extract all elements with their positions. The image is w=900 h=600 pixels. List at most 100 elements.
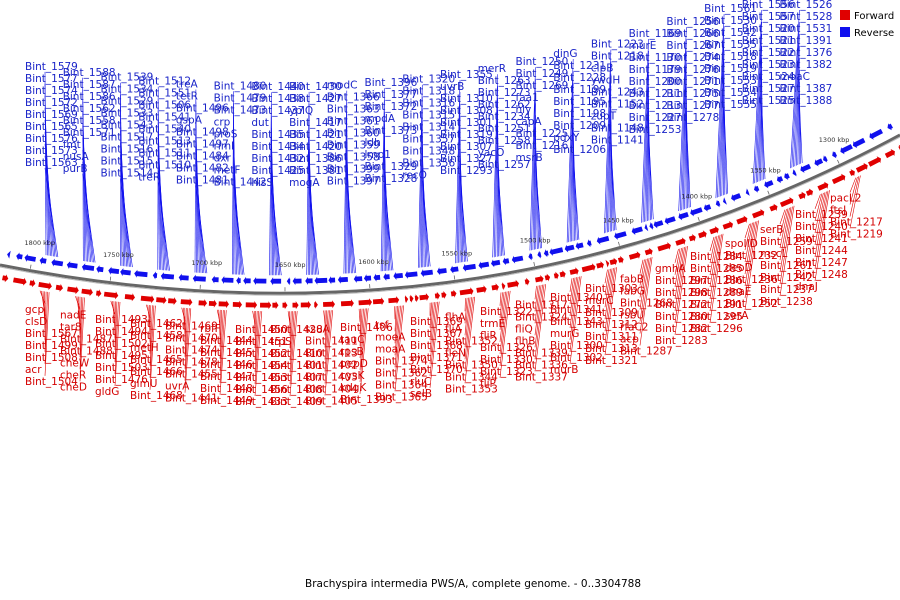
forward-leader-line [604,267,616,344]
reverse-leader-line [44,167,59,258]
kbp-ticks: 1800 kbp 1750 kbp 1700 kbp 1650 kbp 1600 kbp… [25,136,849,292]
forward-gene-label: dnaJ [795,281,818,293]
reverse-gene-label: Bint_1528 [780,11,833,23]
forward-leader-line [219,309,224,371]
reverse-leader-line [384,160,391,271]
reverse-leader-line [418,84,423,268]
reverse-gene-label: Bint_1569 [25,109,78,121]
reverse-leader-line [752,9,763,184]
forward-leader-line [464,296,475,384]
forward-gene-label: Bint_1405 [305,396,358,408]
forward-gene-arrow [805,188,813,196]
forward-leader-line [604,269,610,296]
forward-leader-line [359,308,363,346]
forward-leader-line [604,267,617,356]
reverse-gene-label: clpB [591,63,614,75]
forward-gene-label: Bint_1456 [235,384,288,396]
forward-gene-arrow [544,273,551,282]
reverse-gene-arrow [337,275,348,284]
forward-leader-line [394,305,400,356]
reverse-gene-label: Bint_1473 [214,104,267,116]
forward-gene-arrow [300,300,311,309]
reverse-leader-line [422,156,428,267]
forward-leader-line [184,308,189,369]
reverse-gene-arrow [800,163,811,173]
forward-leader-line [499,292,503,318]
reverse-gene-arrow [491,259,501,268]
forward-gene-label: Bint_1313 [585,343,638,355]
forward-gene-arrow [124,293,135,302]
forward-gene-label: Bint_1241 [795,233,848,245]
reverse-gene-label: Bint_1438 [251,93,304,105]
forward-gene-label: Bint_1362 [375,367,428,379]
reverse-gene-label: Bint_1561 [704,3,757,15]
reverse-gene-label: Bint_1366 [327,92,380,104]
reverse-leader-line [720,49,725,197]
reverse-leader-line [497,170,505,256]
reverse-leader-line [604,49,612,234]
reverse-gene-label: Bint_1437 [251,105,304,117]
forward-gene-label: Bint_1350 [445,359,498,371]
forward-gene-label: Bint_1478 [165,357,218,369]
forward-leader-line [289,311,296,385]
kbp-tick-label: 1450 kbp [603,217,634,225]
forward-gene-arrow [323,300,335,309]
forward-gene-label: selB [410,388,432,400]
forward-gene-label: fliQ [515,323,533,335]
forward-leader-line [814,191,827,257]
forward-gene-label: moeA [375,331,406,343]
forward-leader-line [639,259,644,274]
reverse-leader-line [682,63,687,210]
reverse-gene-label: Bint_1484 [176,151,229,163]
reverse-gene-arrow [328,276,336,285]
forward-leader-line [149,304,151,342]
forward-gene-label: Bint_1410 [270,348,323,360]
reverse-gene-arrow [314,276,328,285]
reverse-gene-label: Bint_1572 [25,97,78,109]
forward-gene-label: Bint_1365 [375,391,428,403]
reverse-gene-label: Bint_1522 [742,47,795,59]
forward-gene-label: Bint_1298 [655,287,708,299]
forward-leader-line [359,308,364,358]
forward-gene-label: Bint_1323 [480,366,533,378]
kbp-tick [767,190,770,195]
reverse-gene-label: Bint_1381 [289,165,342,177]
reverse-leader-lines [44,9,803,276]
reverse-gene-label: Bint_1526 [780,0,833,11]
forward-strand-track [2,144,900,310]
forward-leader-line [184,308,190,381]
forward-gene-label: cysK [340,370,365,382]
forward-gene-arrow [67,286,79,295]
reverse-gene-label: moaC [780,71,810,83]
reverse-gene-label: Bint_1531 [780,23,833,35]
reverse-gene-label: Bint_1307 [440,141,493,153]
forward-leader-line [674,246,687,323]
reverse-gene-arrow [587,239,592,248]
forward-gene-arrow [140,295,155,304]
reverse-leader-line [791,21,800,168]
forward-gene-label: Bint_1259 [760,236,813,248]
forward-leader-line [604,268,613,320]
reverse-leader-line [120,178,133,268]
reverse-gene-arrow [66,261,78,269]
forward-gene-label: Bint_1402 [305,360,358,372]
forward-leader-line [709,234,721,300]
reverse-gene-label: msrB [516,152,543,164]
reverse-gene-label: Bint_1588 [63,67,116,79]
reverse-gene-label: uvrB [440,81,464,93]
reverse-gene-arrow [363,274,372,283]
forward-leader-line [534,285,537,300]
reverse-gene-label: Bint_1517 [101,132,154,144]
reverse-gene-label: Bint_1527 [742,83,795,95]
forward-gene-arrow [644,247,653,256]
reverse-gene-label: Bint_1243 [591,87,644,99]
reverse-gene-label: Bint_1573 [25,145,78,157]
reverse-gene-label: Bint_1516 [101,144,154,156]
reverse-leader-line [308,187,319,275]
reverse-gene-arrow [776,175,784,184]
reverse-gene-label: Bint_1225 [516,128,569,140]
kbp-tick [837,159,840,164]
reverse-leader-line [497,146,502,256]
reverse-gene-label: Bint_1376 [780,47,833,59]
forward-gene-label: clsD [25,316,47,328]
